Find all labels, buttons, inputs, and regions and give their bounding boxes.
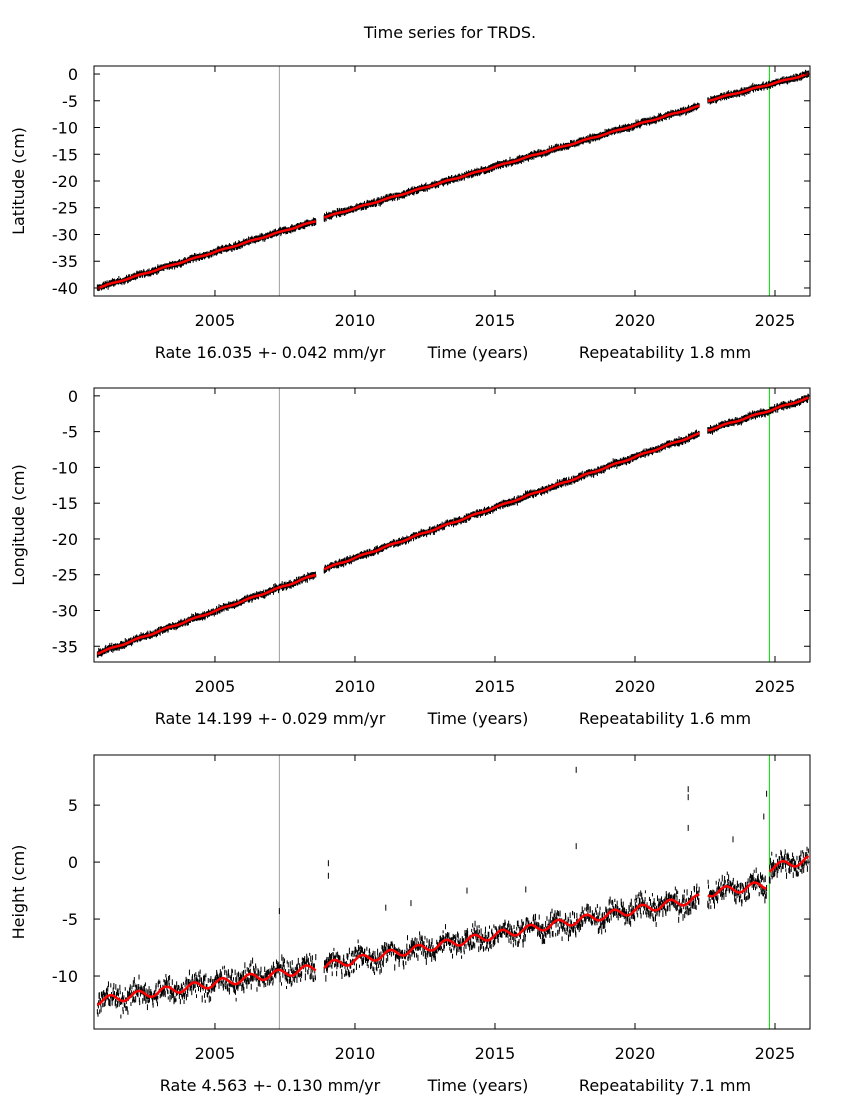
plot-frame [93, 387, 811, 663]
x-tick-label: 2025 [755, 311, 796, 330]
fit-line [323, 432, 700, 571]
x-axis-label: Time (years) [427, 343, 529, 362]
y-tick-label: -25 [52, 566, 78, 585]
data-points [96, 393, 810, 658]
y-tick-label: -35 [52, 637, 78, 656]
fit-line [707, 396, 810, 432]
x-tick-label: 2020 [615, 677, 656, 696]
y-axis-label: Longitude (cm) [9, 464, 28, 586]
x-tick-label: 2010 [335, 311, 376, 330]
figure-title: Time series for TRDS. [363, 23, 536, 42]
fit-line [707, 72, 809, 103]
rate-label: Rate 16.035 +- 0.042 mm/yr [155, 343, 386, 362]
x-tick-label: 2010 [335, 677, 376, 696]
y-tick-label: -35 [52, 252, 78, 271]
y-tick-label: -20 [52, 530, 78, 549]
y-tick-label: -5 [62, 423, 78, 442]
data-points [96, 766, 809, 1019]
y-tick-label: -20 [52, 172, 78, 191]
rate-label: Rate 14.199 +- 0.029 mm/yr [155, 709, 386, 728]
x-tick-label: 2015 [475, 677, 516, 696]
y-axis-label: Latitude (cm) [9, 127, 28, 235]
repeatability-label: Repeatability 1.6 mm [579, 709, 751, 728]
panel-2: 2005 2010 2015 2020 2025 0 -5 -10 -15 -20 -25 -30 -3… [9, 387, 811, 728]
y-tick-label: -25 [52, 199, 78, 218]
x-tick-label: 2005 [195, 677, 236, 696]
fit-line [96, 573, 317, 656]
y-tick-label: -30 [52, 225, 78, 244]
y-tick-label: 0 [68, 65, 78, 84]
y-tick-label: 0 [68, 387, 78, 406]
y-tick-label: -5 [62, 92, 78, 111]
x-axis-label: Time (years) [427, 709, 529, 728]
repeatability-label: Repeatability 1.8 mm [579, 343, 751, 362]
fit-line [323, 104, 700, 219]
fit-line [96, 220, 317, 290]
y-tick-label: -30 [52, 601, 78, 620]
y-tick-label: -15 [52, 145, 78, 164]
y-tick-label: -40 [52, 279, 78, 298]
x-tick-label: 2015 [475, 311, 516, 330]
y-tick-label: -10 [52, 458, 78, 477]
y-tick-label: -10 [52, 119, 78, 138]
x-tick-label: 2025 [755, 677, 796, 696]
y-tick-label: -15 [52, 494, 78, 513]
x-tick-label: 2020 [615, 311, 656, 330]
x-tick-label: 2005 [195, 311, 236, 330]
panel-1: 2005 2010 2015 2020 2025 0 -5 -10 -15 -20 -25 -30 -3… [9, 65, 811, 362]
